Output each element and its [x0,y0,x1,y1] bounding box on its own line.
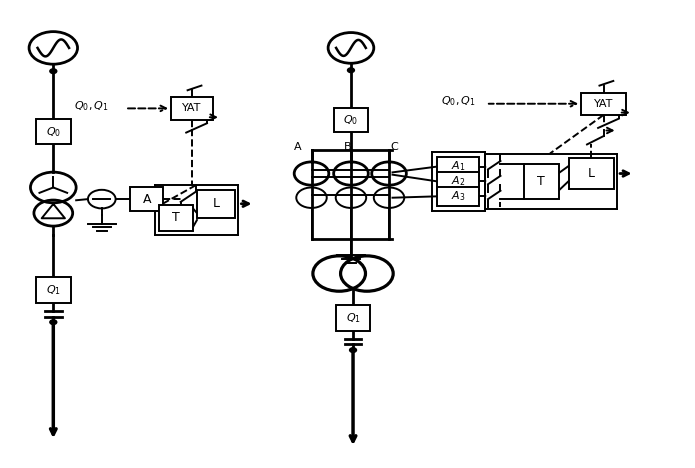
Text: A: A [142,193,151,205]
Circle shape [50,69,57,73]
Text: $Q_1$: $Q_1$ [46,283,60,297]
Text: YAT: YAT [182,103,202,113]
Text: $Q_0$: $Q_0$ [46,125,61,139]
Text: $Q_0, Q_1$: $Q_0, Q_1$ [441,95,475,108]
Bar [524,164,559,199]
Bar [158,205,193,231]
Text: $A_2$: $A_2$ [451,175,466,188]
Bar [437,187,479,205]
Text: $Q_1$: $Q_1$ [345,311,361,325]
Bar [437,172,479,191]
Bar [197,190,235,218]
Bar [36,119,71,145]
Bar [171,97,213,119]
Circle shape [350,348,357,352]
Bar [36,277,71,303]
Bar [336,305,370,330]
Text: $A_3$: $A_3$ [451,190,466,203]
Circle shape [50,320,57,324]
Bar [334,109,368,132]
Bar [581,93,626,115]
Text: L: L [213,197,220,210]
Text: L: L [588,167,595,180]
Text: $A_1$: $A_1$ [451,160,466,174]
Circle shape [348,68,354,73]
Bar [437,157,479,176]
Text: C: C [391,141,398,152]
Text: T: T [172,211,180,224]
Text: YAT: YAT [594,99,613,109]
Text: $Q_0, Q_1$: $Q_0, Q_1$ [74,99,108,113]
Bar [569,158,614,189]
Bar [130,187,163,211]
Text: T: T [537,176,545,189]
Text: B: B [344,141,351,152]
Text: A: A [294,141,302,152]
Text: $Q_0$: $Q_0$ [343,113,359,127]
